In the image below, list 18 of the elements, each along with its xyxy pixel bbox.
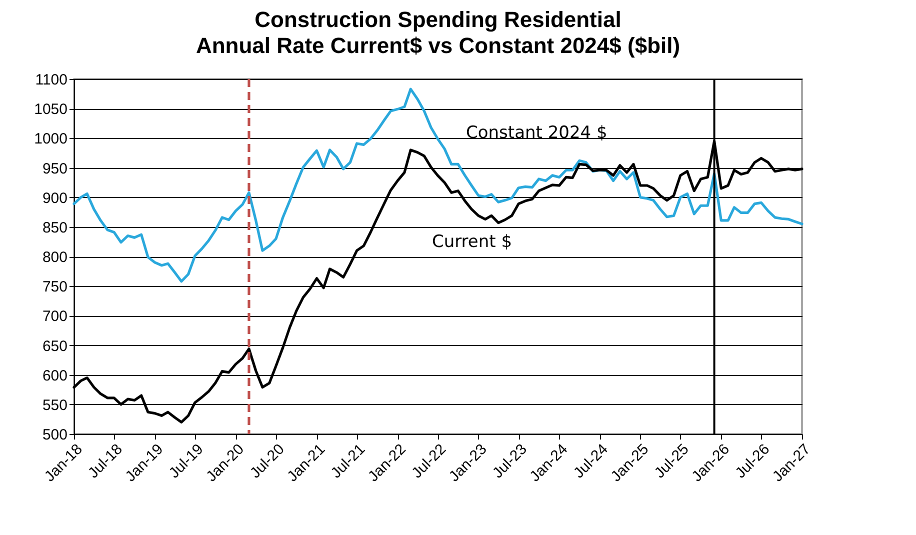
y-tick-label: 700 <box>42 308 68 326</box>
y-tick-label: 650 <box>42 338 68 355</box>
chart-title: Construction Spending Residential <box>254 7 622 32</box>
y-tick-label: 900 <box>42 190 68 207</box>
series-label: Constant 2024 $ <box>466 123 608 143</box>
y-tick-label: 1000 <box>34 130 68 148</box>
y-tick-label: 850 <box>42 219 68 236</box>
y-tick-label: 950 <box>42 160 68 178</box>
y-tick-label: 550 <box>42 396 68 414</box>
series-label: Current $ <box>432 232 512 252</box>
y-tick-label: 500 <box>42 426 68 444</box>
y-tick-label: 600 <box>42 367 68 384</box>
y-tick-label: 1050 <box>34 101 68 118</box>
y-tick-label: 1100 <box>35 72 68 88</box>
y-tick-label: 800 <box>42 249 68 266</box>
y-tick-label: 750 <box>42 278 68 296</box>
chart-subtitle: Annual Rate Current$ vs Constant 2024$ ($bil) <box>196 33 680 58</box>
line-series <box>72 88 804 283</box>
